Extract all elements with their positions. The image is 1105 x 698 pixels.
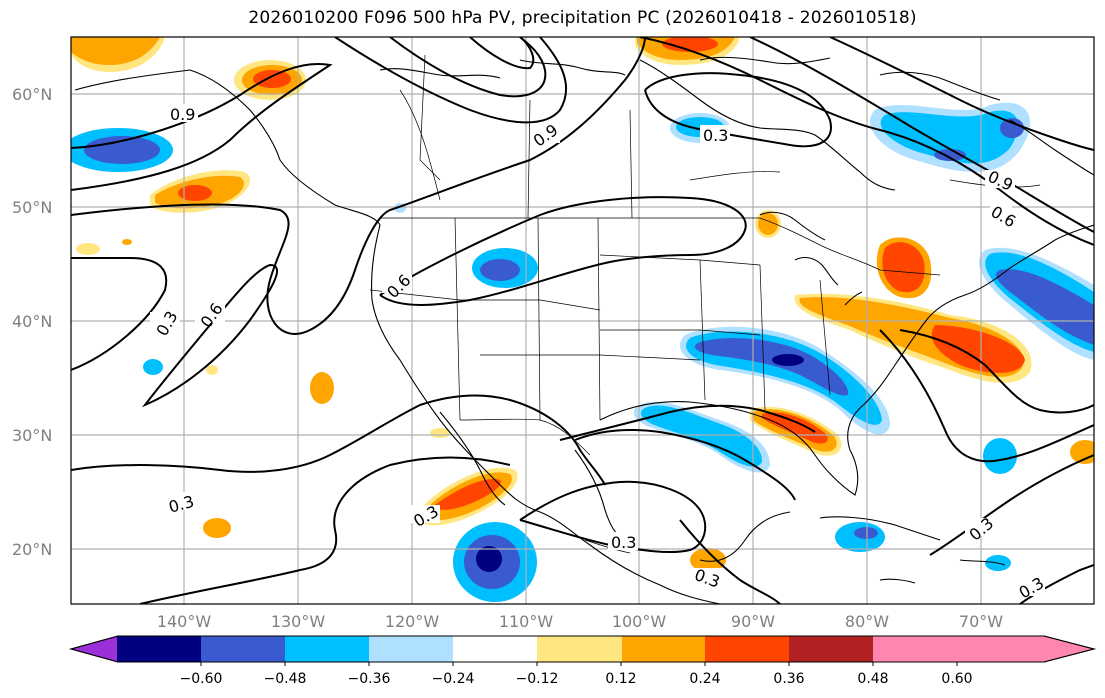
pv-contour-0.3-gulf	[559, 404, 816, 441]
pv-contour-0.9-north	[469, 37, 535, 70]
colorbar-tick-5: 0.12	[605, 671, 636, 687]
pv-contour-0.9-ne	[829, 37, 1094, 151]
pv-contour-0.6-central	[379, 196, 747, 306]
negative-anomaly-bahamas	[983, 438, 1017, 474]
pv-contour-0.3-caribbean	[679, 519, 781, 604]
colorbar-tick-7: 0.36	[773, 671, 804, 687]
lon-label-140w: 140°W	[157, 612, 212, 631]
coastlines	[74, 56, 1094, 604]
pv-contour-0.3-tropical	[139, 456, 511, 604]
pv-contour-0.3-east-lower	[929, 454, 1094, 556]
lon-label-80w: 80°W	[845, 612, 889, 631]
colorbar-swatch-0	[71, 636, 118, 662]
pv-contour-0.3-atl-loop	[899, 329, 1094, 414]
pv-contour-0.9-inner	[389, 37, 547, 98]
map-frame	[70, 36, 1095, 605]
latitude-axis: 60°N 50°N 40°N 30°N 20°N	[12, 85, 52, 559]
positive-anomaly-small	[76, 239, 1094, 572]
colorbar-swatch-10	[873, 636, 1045, 662]
positive-anomaly-new-england	[876, 237, 932, 299]
colorbar-tick-8: 0.48	[857, 671, 888, 687]
map-area: 0.9 0.9 0.3 0.9 0.6 0.6 0.3 0.6 0.3 0.3 …	[71, 37, 1094, 604]
pv-contour-0.6-big-trough	[71, 37, 646, 335]
lon-label-70w: 70°W	[959, 612, 1003, 631]
lat-label-30n: 30°N	[12, 426, 52, 445]
colorbar: −0.60 −0.48 −0.36 −0.24 −0.12 0.12 0.24 …	[69, 635, 1096, 687]
colorbar-tick-1: −0.48	[264, 671, 307, 687]
lon-label-100w: 100°W	[612, 612, 667, 631]
lon-label-130w: 130°W	[271, 612, 326, 631]
positive-anomaly-lake-superior	[755, 210, 781, 238]
negative-anomaly-southeast-us	[679, 326, 890, 435]
map-title: 2026010200 F096 500 hPa PV, precipitatio…	[248, 8, 917, 28]
negative-anomaly-northeast-atlantic	[979, 247, 1094, 360]
negative-anomaly-north-pacific	[71, 128, 173, 172]
pv-contour-0.3-south-loop	[574, 429, 796, 501]
colorbar-swatch-8	[705, 636, 790, 662]
pv-contour-0.3-southwest	[71, 394, 606, 486]
lat-label-50n: 50°N	[12, 198, 52, 217]
negative-anomaly-caribbean	[835, 522, 1011, 571]
negative-anomaly-montana	[472, 248, 538, 288]
lat-label-40n: 40°N	[12, 312, 52, 331]
pv-contour-0.3-atlantic	[879, 329, 1094, 463]
contour-label-a: 0.9	[170, 105, 195, 124]
colorbar-swatch-10-arrow	[1044, 636, 1094, 662]
contour-label-c: 0.3	[703, 126, 728, 145]
pv-contour-0.6-east	[639, 37, 1094, 246]
lat-label-20n: 20°N	[12, 540, 52, 559]
colorbar-swatch-7	[621, 636, 706, 662]
positive-anomaly-gulf-coast	[750, 406, 842, 456]
lon-label-120w: 120°W	[385, 612, 440, 631]
pv-contour-0.9-east	[749, 37, 1094, 233]
contour-label-k: 0.3	[611, 533, 636, 552]
colorbar-swatch-3	[285, 636, 370, 662]
lon-label-90w: 90°W	[731, 612, 775, 631]
pv-contour-0.6-west-closed	[141, 263, 279, 408]
colorbar-tick-0: −0.60	[180, 671, 223, 687]
colorbar-tick-3: −0.24	[432, 671, 475, 687]
pv-contour-0.3-ssw	[519, 480, 707, 554]
colorbar-swatch-9	[789, 636, 874, 662]
positive-anomaly-baja	[420, 467, 518, 526]
colorbar-tick-6: 0.24	[689, 671, 720, 687]
positive-anomaly-alaska	[234, 60, 306, 100]
lat-label-60n: 60°N	[12, 85, 52, 104]
colorbar-swatch-4	[369, 636, 454, 662]
pv-contour-0.3-south	[71, 257, 168, 371]
colorbar-swatch-2	[201, 636, 286, 662]
pv-contours	[71, 37, 1094, 604]
lon-label-110w: 110°W	[499, 612, 554, 631]
colorbar-tick-9: 0.60	[941, 671, 972, 687]
positive-anomaly-far-north-pacific	[71, 37, 165, 72]
pv-contour-0.9-alaska-ridge	[334, 37, 568, 124]
colorbar-tick-2: −0.36	[348, 671, 391, 687]
colorbar-swatch-1	[117, 636, 202, 662]
positive-anomaly-gulf-of-alaska	[150, 170, 251, 213]
pv-contour-0.3-se	[1019, 564, 1094, 604]
longitude-axis: 140°W 130°W 120°W 110°W 100°W 90°W 80°W …	[157, 612, 1003, 631]
colorbar-tick-4: −0.12	[516, 671, 559, 687]
negative-anomaly-labrador	[869, 102, 1030, 172]
gridlines	[71, 37, 1094, 604]
